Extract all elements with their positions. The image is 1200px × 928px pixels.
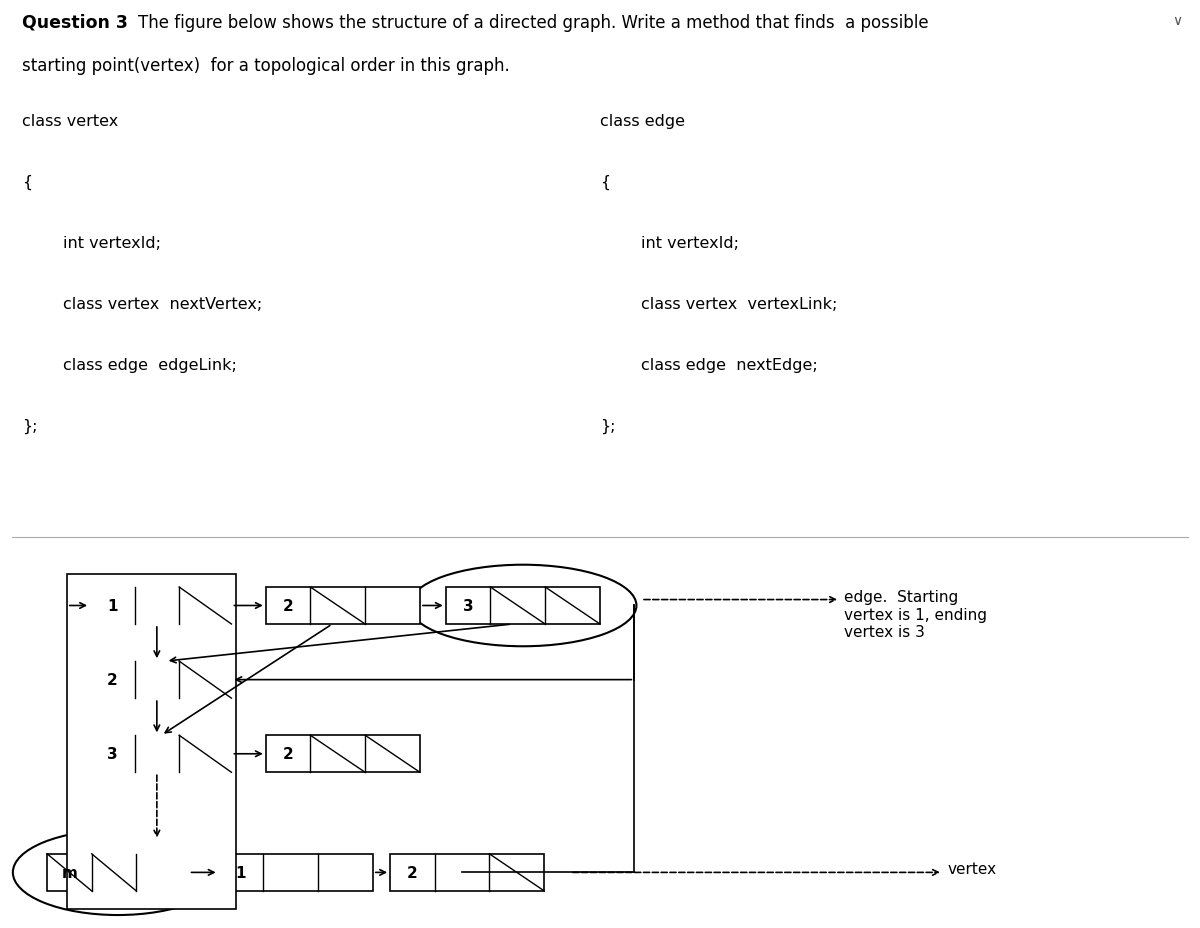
Text: class edge: class edge <box>600 114 685 129</box>
Text: 3: 3 <box>463 599 473 613</box>
Text: The figure below shows the structure of a directed graph. Write a method that fi: The figure below shows the structure of … <box>138 14 929 32</box>
Text: m: m <box>61 865 77 880</box>
Text: {: { <box>22 174 31 190</box>
Bar <box>90 662 232 699</box>
Text: class edge  edgeLink;: class edge edgeLink; <box>22 357 236 372</box>
Text: edge.  Starting
vertex is 1, ending
vertex is 3: edge. Starting vertex is 1, ending verte… <box>845 589 988 639</box>
Text: 2: 2 <box>407 865 418 880</box>
Text: class vertex  vertexLink;: class vertex vertexLink; <box>600 296 838 312</box>
Bar <box>445 587 600 625</box>
Bar <box>265 735 420 772</box>
Bar <box>265 587 420 625</box>
Bar <box>90 587 232 625</box>
Text: 2: 2 <box>283 746 293 762</box>
Text: 2: 2 <box>283 599 293 613</box>
Text: 1: 1 <box>235 865 246 880</box>
Text: class edge  nextEdge;: class edge nextEdge; <box>600 357 817 372</box>
Text: };: }; <box>22 418 37 433</box>
Text: class vertex  nextVertex;: class vertex nextVertex; <box>22 296 262 312</box>
Text: };: }; <box>600 418 616 433</box>
Text: 2: 2 <box>107 673 118 688</box>
Text: int vertexId;: int vertexId; <box>600 236 739 251</box>
Text: class vertex: class vertex <box>22 114 118 129</box>
Text: 1: 1 <box>107 599 118 613</box>
Text: vertex: vertex <box>947 861 996 876</box>
Text: ∨: ∨ <box>1172 14 1182 28</box>
Text: Question 3: Question 3 <box>22 14 127 32</box>
Text: int vertexId;: int vertexId; <box>22 236 161 251</box>
Bar <box>67 574 235 909</box>
Text: starting point(vertex)  for a topological order in this graph.: starting point(vertex) for a topological… <box>22 57 509 75</box>
Text: {: { <box>600 174 610 190</box>
Bar <box>218 854 373 891</box>
Bar <box>390 854 545 891</box>
Text: 3: 3 <box>107 746 118 762</box>
Bar <box>90 735 232 772</box>
Bar <box>47 854 188 891</box>
